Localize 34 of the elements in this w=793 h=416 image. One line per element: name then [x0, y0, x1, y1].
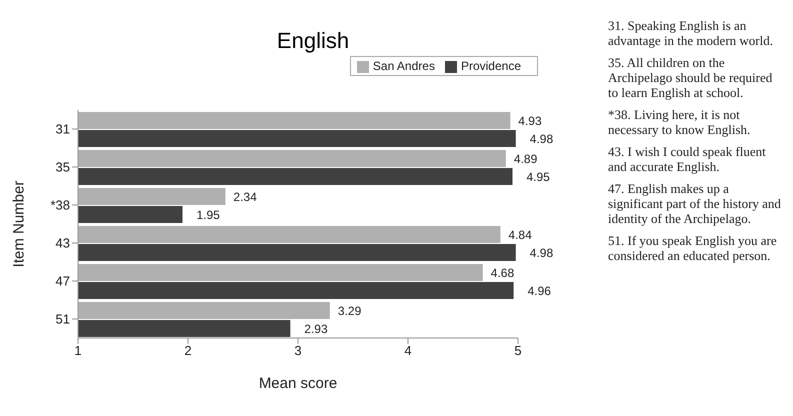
data-label: 2.34 [233, 190, 258, 204]
data-label: 4.68 [490, 266, 514, 280]
x-tick-label: 5 [514, 343, 522, 358]
data-label: 4.96 [528, 284, 552, 298]
text: 51. If you speak English you are considered an educated person. [608, 233, 778, 263]
data-label: 4.89 [514, 152, 538, 166]
y-tick-label: 43 [56, 236, 70, 251]
text: 35. All children on the Archipelago should be required to learn English at school. [608, 55, 774, 100]
y-tick-label: 31 [56, 122, 70, 137]
x-tick-label: 4 [404, 343, 412, 358]
y-tick-label: 35 [56, 160, 70, 175]
data-label: 1.95 [196, 208, 220, 222]
data-label: 4.93 [518, 114, 542, 128]
text: 47. English makes up a significant part of the history and identity of the Archipelago. [608, 181, 782, 226]
x-tick-label: 1 [74, 343, 82, 358]
data-label: 2.93 [304, 322, 328, 336]
y-tick-label: *38 [50, 198, 70, 213]
chart-title: English [276, 28, 350, 54]
text: 31. Speaking English is an advantage in the modern world. [608, 18, 774, 48]
legend-label: San Andres [372, 59, 435, 73]
data-label: 4.98 [530, 132, 554, 146]
y-tick-label: 51 [56, 312, 70, 327]
text: 43. I wish I could speak fluent and accurate English. [608, 144, 767, 174]
data-label: 4.98 [530, 246, 554, 260]
x-tick-label: 2 [184, 343, 192, 358]
x-tick-label: 3 [294, 343, 302, 358]
y-axis-title: Item Number [10, 180, 28, 268]
x-axis-title: Mean score [258, 375, 338, 392]
data-label: 3.29 [338, 304, 362, 318]
y-tick-label: 47 [56, 274, 70, 289]
data-label: 4.95 [526, 170, 550, 184]
data-label: 4.84 [508, 228, 532, 242]
legend-label: Providence [460, 59, 521, 73]
text: *38. Living here, it is not necessary to know English. [608, 107, 752, 137]
